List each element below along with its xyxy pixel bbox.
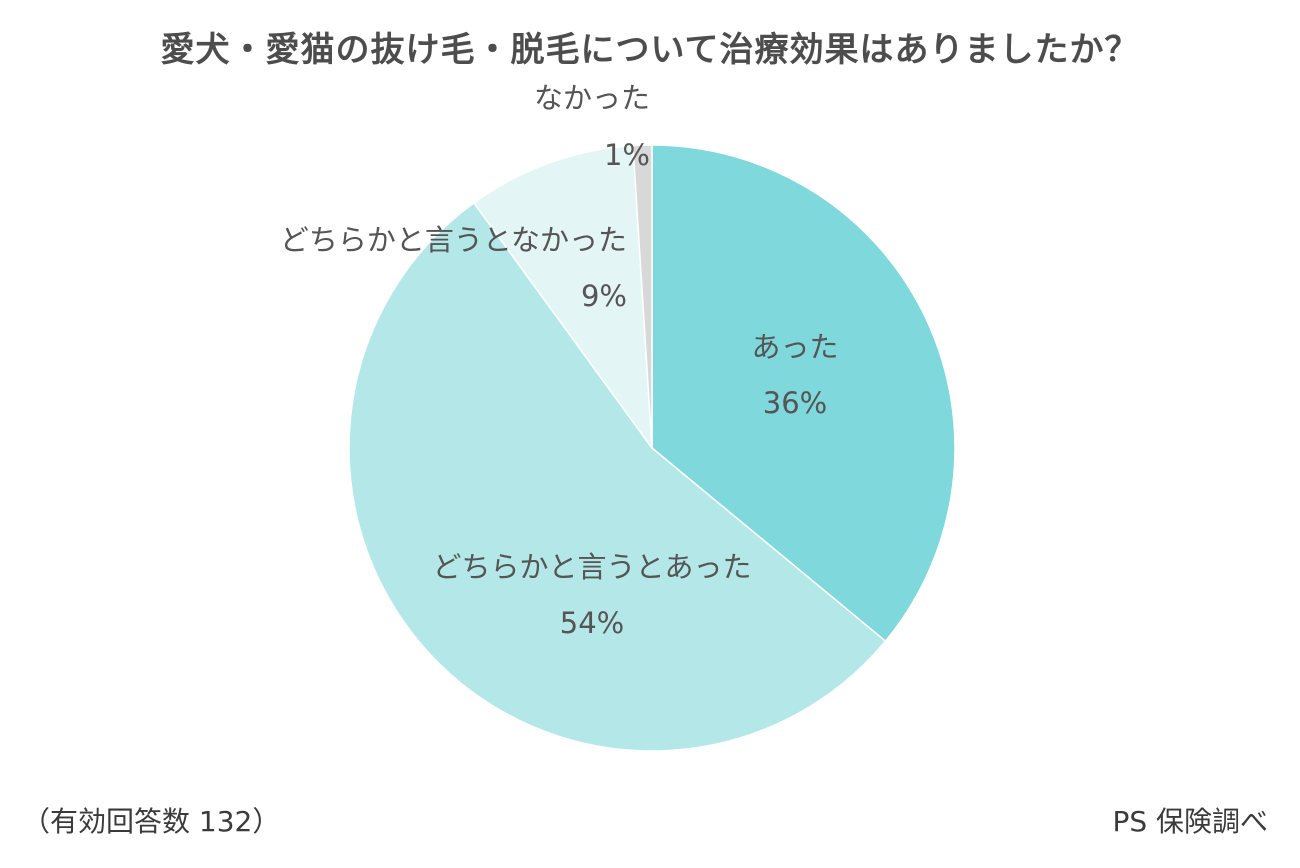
slice-value-dochiraka-nakatta: 9% — [581, 279, 627, 313]
slice-label-dochiraka-nakatta: どちらかと言うとなかった — [280, 223, 627, 257]
pie-slice-dochiraka-atta — [348, 201, 887, 752]
sample-size-note: （有効回答数 132） — [22, 805, 281, 838]
slice-label-dochiraka-atta: どちらかと言うとあった — [432, 550, 751, 584]
chart-title: 愛犬・愛猫の抜け毛・脱毛について治療効果はありましたか？ — [160, 30, 1140, 70]
slice-value-dochiraka-atta: 54% — [560, 606, 624, 640]
slice-value-nakatta: 1% — [604, 138, 650, 172]
pie-slice-nakatta — [632, 144, 653, 449]
slice-value-atta: 36% — [763, 386, 827, 420]
pie-slice-atta — [651, 144, 956, 643]
pie-slice-dochiraka-nakatta — [472, 144, 653, 451]
source-credit: PS 保険調べ — [1112, 805, 1268, 838]
slice-label-atta: あった — [751, 330, 838, 364]
slice-label-nakatta: なかった — [534, 81, 650, 115]
